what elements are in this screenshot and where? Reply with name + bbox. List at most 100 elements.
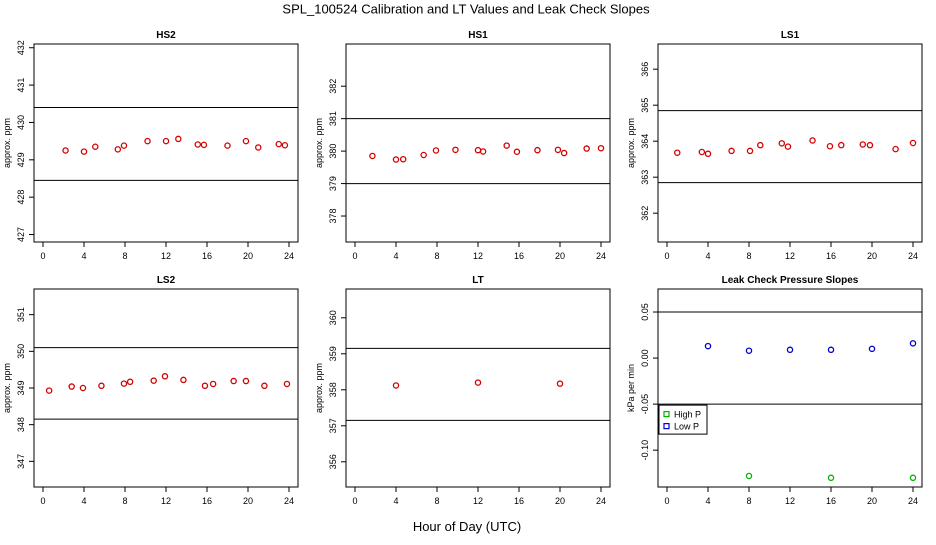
- data-point: [583, 145, 590, 152]
- panel-title: LS2: [157, 275, 176, 286]
- data-point: [224, 142, 231, 149]
- x-tick-label: 16: [202, 496, 212, 506]
- x-tick-label: 0: [352, 496, 357, 506]
- x-tick-label: 4: [81, 251, 86, 261]
- x-tick-label: 16: [826, 496, 836, 506]
- y-tick-label: 380: [328, 144, 338, 159]
- x-tick-label: 20: [867, 496, 877, 506]
- panel-2: LS1 approx. ppm 0 4 8 12 16 20 24 362 363 364 365 366: [626, 30, 923, 261]
- data-point: [474, 146, 482, 154]
- data-point: [209, 380, 217, 388]
- x-tick-label: 8: [122, 496, 127, 506]
- y-tick-label: 432: [16, 40, 26, 55]
- data-point: [120, 380, 128, 387]
- plot-frame: [33, 43, 299, 243]
- panel-3: LS2 approx. ppm 0 4 8 12 16 20 24 347 348 349 350 351: [2, 275, 299, 506]
- data-point: [369, 152, 376, 160]
- x-tick-label: 16: [826, 251, 836, 261]
- data-point: [261, 382, 268, 390]
- x-tick-label: 4: [705, 251, 710, 261]
- data-point: [283, 380, 291, 388]
- data-point: [809, 137, 816, 144]
- data-point: [909, 340, 917, 347]
- data-point: [866, 141, 874, 149]
- x-tick-label: 12: [473, 251, 483, 261]
- y-tick-label: 379: [328, 176, 338, 191]
- data-point: [479, 148, 487, 155]
- data-point: [745, 472, 753, 480]
- data-point: [452, 146, 459, 154]
- data-point: [200, 141, 208, 149]
- data-point: [80, 148, 88, 155]
- y-axis-label: kPa per min: [626, 364, 636, 412]
- x-tick-label: 12: [785, 251, 795, 261]
- data-point: [698, 148, 706, 156]
- data-point: [838, 141, 845, 149]
- legend-swatch: [663, 411, 670, 418]
- x-tick-label: 8: [746, 496, 751, 506]
- data-point: [892, 145, 899, 153]
- data-point: [92, 143, 99, 150]
- data-point: [513, 148, 521, 156]
- data-point: [432, 147, 440, 154]
- data-point: [704, 342, 712, 350]
- y-axis-label: approx. ppm: [2, 118, 12, 168]
- data-point: [399, 155, 407, 163]
- x-tick-label: 4: [705, 496, 710, 506]
- data-point: [909, 474, 917, 482]
- data-point: [275, 140, 282, 148]
- x-tick-label: 24: [908, 251, 918, 261]
- x-tick-label: 8: [434, 251, 439, 261]
- data-point: [392, 156, 400, 163]
- legend-box: [658, 404, 708, 435]
- y-axis-label: approx. ppm: [314, 118, 324, 168]
- panel-0: HS2 approx. ppm 0 4 8 12 16 20 24 427 428 429 430 431…: [2, 30, 299, 261]
- y-tick-label: 430: [16, 115, 26, 130]
- x-tick-label: 12: [161, 496, 171, 506]
- data-point: [704, 150, 712, 158]
- data-point: [126, 378, 134, 386]
- y-axis-label: approx. ppm: [626, 118, 636, 168]
- legend-label: High P: [674, 410, 701, 420]
- y-tick-label: 347: [16, 454, 26, 469]
- data-point: [826, 142, 834, 150]
- data-point: [827, 346, 835, 354]
- x-tick-label: 24: [284, 496, 294, 506]
- x-tick-label: 4: [81, 496, 86, 506]
- x-tick-label: 12: [473, 496, 483, 506]
- data-point: [745, 347, 753, 354]
- plot-frame: [657, 43, 923, 243]
- data-point: [560, 149, 568, 157]
- data-point: [859, 141, 867, 148]
- y-tick-label: 0.05: [640, 303, 650, 321]
- x-tick-label: 0: [40, 496, 45, 506]
- data-point: [827, 474, 835, 482]
- y-tick-label: 357: [328, 418, 338, 433]
- data-point: [746, 147, 754, 155]
- panel-title: LT: [472, 275, 483, 286]
- legend-swatch: [663, 423, 670, 430]
- data-point: [150, 377, 157, 384]
- data-point: [45, 387, 53, 394]
- data-point: [597, 144, 605, 152]
- y-tick-label: 358: [328, 382, 338, 397]
- y-tick-label: 351: [16, 307, 26, 322]
- y-tick-label: 360: [328, 310, 338, 325]
- y-tick-label: 362: [640, 206, 650, 221]
- x-tick-label: 12: [161, 251, 171, 261]
- data-point: [556, 380, 564, 387]
- data-point: [757, 141, 764, 149]
- x-tick-label: 8: [746, 251, 751, 261]
- y-tick-label: -0.10: [640, 440, 650, 461]
- y-tick-label: 0.00: [640, 349, 650, 367]
- panel-4: LT approx. ppm 0 4 8 12 16 20 24 356 357 358 359 360: [314, 275, 611, 506]
- data-point: [79, 384, 87, 392]
- plot-frame: [345, 288, 611, 488]
- x-tick-label: 20: [243, 496, 253, 506]
- x-tick-label: 0: [352, 251, 357, 261]
- data-point: [728, 147, 735, 155]
- x-tick-label: 20: [555, 251, 565, 261]
- y-tick-label: 364: [640, 134, 650, 149]
- data-point: [98, 382, 105, 390]
